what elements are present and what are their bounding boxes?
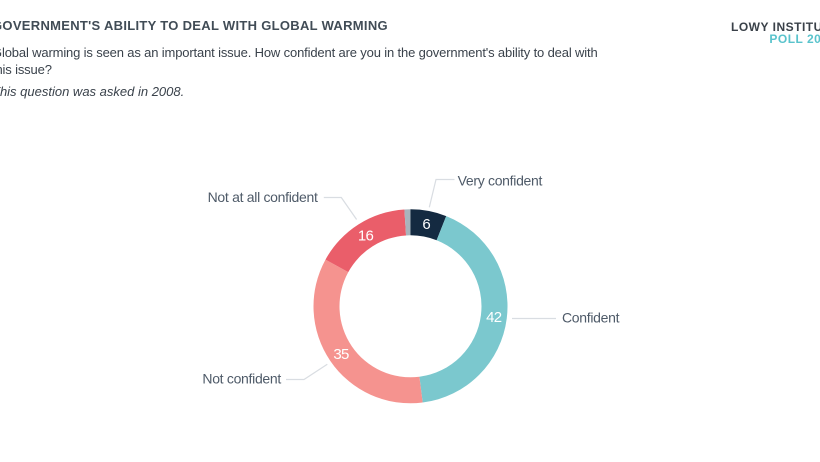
svg-text:Very confident: Very confident	[458, 172, 543, 188]
svg-text:35: 35	[333, 346, 349, 363]
svg-text:Confident: Confident	[562, 310, 620, 326]
svg-text:6: 6	[422, 216, 430, 233]
svg-text:Not at all confident: Not at all confident	[208, 189, 318, 205]
svg-text:42: 42	[486, 309, 502, 326]
svg-text:16: 16	[358, 228, 374, 245]
svg-text:Not confident: Not confident	[202, 371, 281, 387]
